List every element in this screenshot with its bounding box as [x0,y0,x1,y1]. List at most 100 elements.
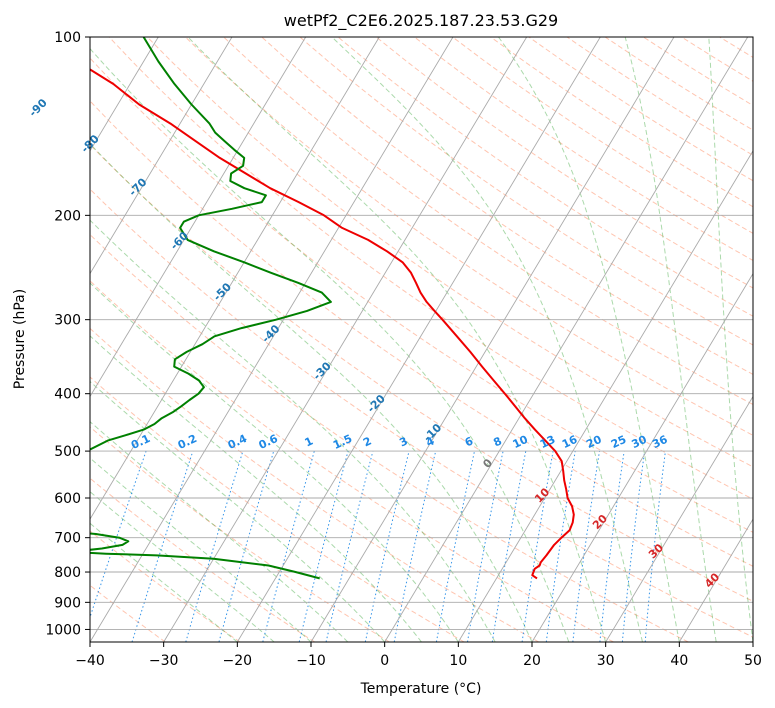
series-layer [90,37,575,580]
mixing-ratio-line [218,450,275,642]
dry-adiabat [414,37,753,262]
x-tick-label: 30 [597,653,615,669]
dewpoint-profile [90,37,332,580]
moist-adiabat [90,219,496,642]
moist-adiabat [498,37,680,642]
moist-adiabat [90,282,459,642]
dry-adiabat [299,37,753,346]
mixing-ratio-label: 1.5 [331,432,354,452]
y-tick-label: 500 [54,444,81,460]
mixing-ratio-line [599,451,625,642]
isotherm-line [90,37,454,642]
isotherm-label-positive: 20 [590,512,610,532]
moist-adiabat [624,37,717,642]
x-tick-label: 20 [523,653,541,669]
isotherm-line [605,395,753,642]
mixing-ratio-label: 0.2 [176,432,199,452]
dry-adiabat [90,477,315,642]
dry-adiabat [681,37,753,82]
mixing-ratio-line [521,451,554,642]
isotherm-line [457,149,753,642]
y-tick-label: 900 [54,595,81,611]
moist-adiabat [90,522,238,642]
dry-adiabat [90,57,753,533]
isotherm-label-positive: 30 [646,541,666,561]
y-tick-label: 1000 [45,622,81,638]
isotherm-line [384,37,749,642]
moist-adiabat [331,37,643,642]
background-lines [90,37,753,642]
isotherm-label-positive: 40 [702,570,722,590]
mixing-ratio-label: 30 [630,433,650,451]
mixing-ratio-label: 6 [463,434,476,449]
y-tick-label: 600 [54,491,81,507]
y-tick-label: 800 [54,565,81,581]
isotherm-label: -30 [311,359,334,382]
y-tick-label: 100 [54,30,81,46]
x-tick-label: −30 [149,653,179,669]
chart-title: wetPf2_C2E6.2025.187.23.53.G29 [284,11,558,31]
dry-adiabat [375,37,753,289]
mixing-ratio-label: 20 [584,433,604,451]
mixing-ratio-label: 0.1 [129,432,152,452]
isotherm-label: -60 [168,229,191,252]
x-tick-label: 50 [744,653,762,669]
isotherm-line [163,37,528,642]
mixing-ratio-label: 0.4 [226,432,249,452]
mixing-ratio-line [572,451,600,642]
isotherm-line [90,37,159,152]
isotherm-line [236,37,601,642]
isotherm-line [752,641,753,642]
moist-adiabat [90,143,533,642]
dry-adiabat [337,37,753,317]
moist-adiabat [90,491,275,642]
mixing-ratio-label: 10 [511,433,531,451]
mixing-ratio-line [262,450,315,642]
y-tick-label: 400 [54,387,81,403]
dry-adiabat [223,37,753,406]
dry-adiabat [146,37,753,468]
dry-adiabat [90,280,614,642]
temperature-profile [90,68,575,580]
isotherm-label: -70 [126,175,149,198]
mixing-ratio-label: 3 [397,434,409,449]
isotherm-line [90,37,307,398]
dry-adiabat [90,530,241,642]
x-tick-label: −40 [75,653,105,669]
isotherm-label: -20 [365,392,388,415]
plot-frame [89,36,754,643]
moist-adiabat [708,37,753,642]
dry-adiabat [452,37,753,234]
x-tick-label: −10 [296,653,326,669]
y-axis-label: Pressure (hPa) [12,289,28,389]
isotherm-label: -40 [259,322,282,345]
x-tick-label: −20 [223,653,253,669]
dry-adiabat [90,376,465,642]
moist-adiabat [90,420,349,642]
mixing-ratio-label: 1 [303,434,315,449]
axes-layer: −40 −30 −20 −10 0 10 20 30 40 50 1000 900 800 700 600 5… [45,30,762,669]
x-tick-label: 0 [380,653,389,669]
moist-adiabat [90,380,386,642]
dry-adiabat [490,37,753,208]
moist-adiabat [90,335,422,642]
y-tick-label: 700 [54,531,81,547]
mixing-ratio-label: 13 [538,433,557,451]
mixing-ratio-line [325,450,374,642]
isotherm-label: -90 [27,96,50,119]
x-tick-label: 40 [670,653,688,669]
mixing-ratio-line [185,450,244,642]
dry-adiabat [90,233,689,642]
mixing-ratio-label: 25 [609,433,628,451]
mixing-ratio-line [131,450,194,642]
mixing-ratio-line [621,451,646,642]
dry-adiabat [90,100,753,567]
isotherm-line [90,37,380,521]
label-layer: 0.10.20.40.611.52346810131620253036-100-… [27,96,723,590]
mixing-ratio-line [644,451,666,642]
dry-adiabat [261,37,753,375]
isotherm-label-positive: 10 [532,485,552,505]
mixing-ratio-line [364,450,410,642]
mixing-ratio-line [467,450,504,642]
